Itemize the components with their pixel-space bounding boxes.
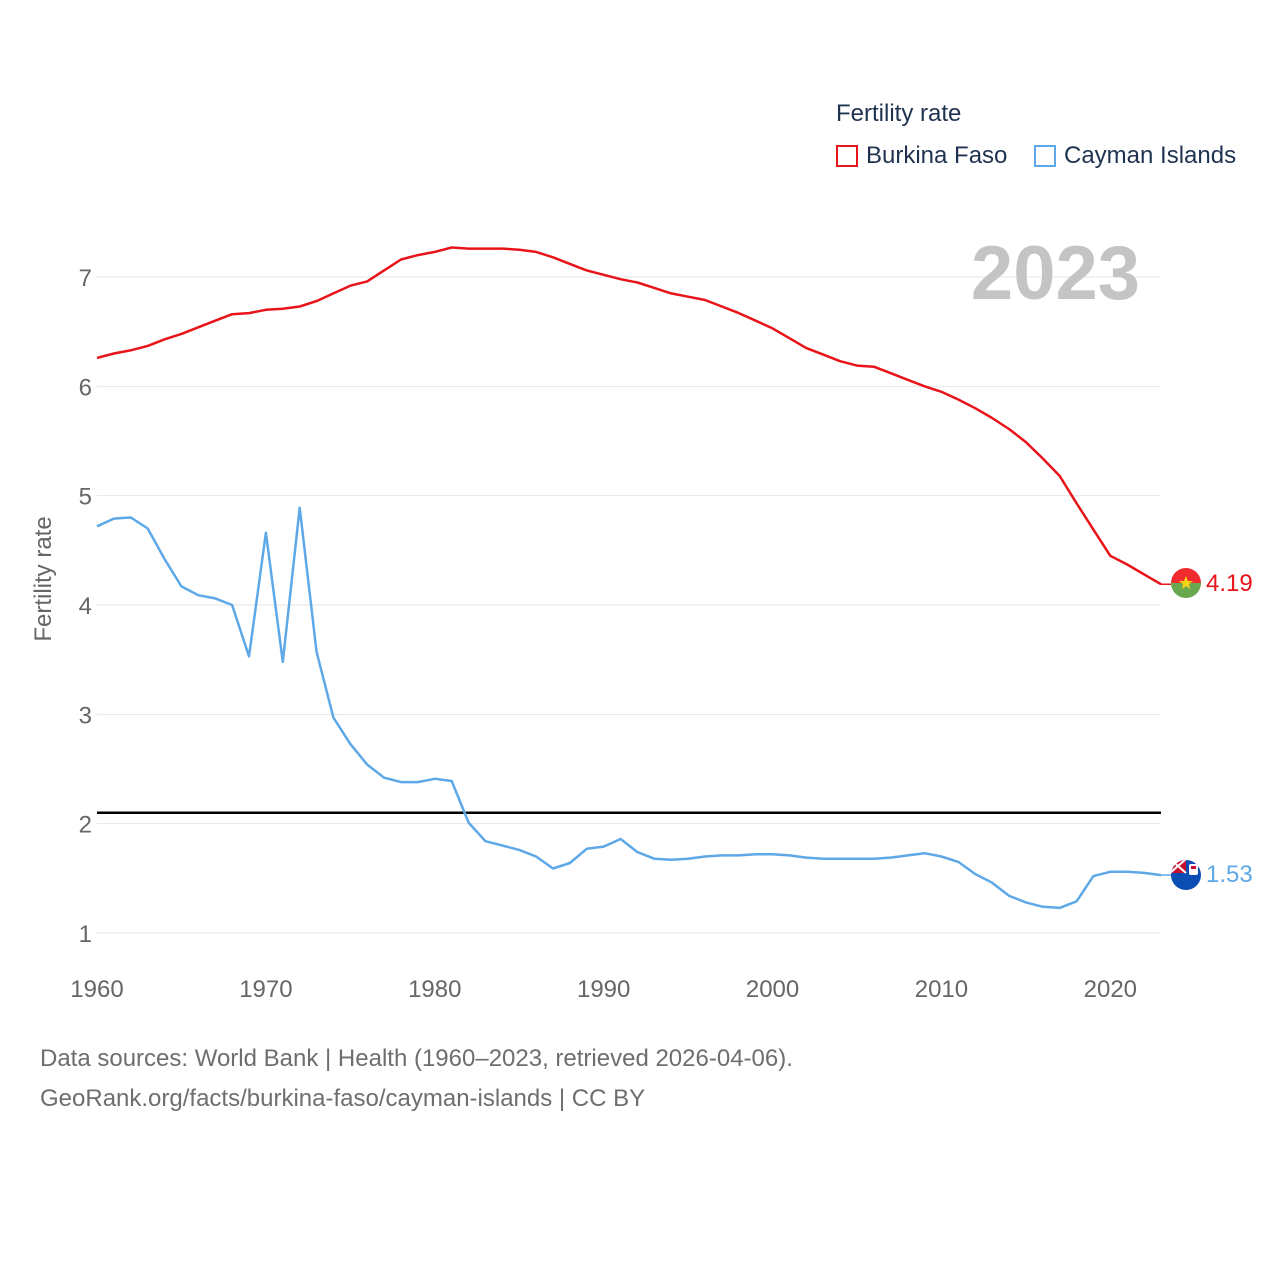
x-tick-label: 1970 bbox=[239, 976, 292, 1003]
series-lines bbox=[96, 246, 1171, 910]
legend-label-cayman-islands: Cayman Islands bbox=[1064, 142, 1237, 169]
footer-sources: Data sources: World Bank | Health (1960–… bbox=[40, 1045, 793, 1072]
y-tick-label: 6 bbox=[79, 374, 92, 401]
x-tick-label: 1990 bbox=[577, 976, 630, 1003]
x-tick-label: 2010 bbox=[915, 976, 968, 1003]
cayman-islands-flag-icon bbox=[1171, 860, 1201, 890]
x-tick-label: 2000 bbox=[746, 976, 799, 1003]
year-watermark: 2023 bbox=[971, 231, 1140, 316]
y-tick-label: 7 bbox=[79, 265, 92, 292]
legend-swatch-burkina-faso bbox=[836, 145, 858, 167]
legend-label-burkina-faso: Burkina Faso bbox=[866, 142, 1008, 169]
series-line-cayman-islands[interactable] bbox=[96, 506, 1162, 910]
cayman-islands-end-value: 1.53 bbox=[1206, 861, 1253, 888]
x-tick-label: 1960 bbox=[70, 976, 123, 1003]
y-tick-label: 1 bbox=[79, 921, 92, 948]
y-tick-label: 4 bbox=[79, 593, 92, 620]
legend-swatch-cayman-islands bbox=[1034, 145, 1056, 167]
x-axis-ticks: 1960 1970 1980 1990 2000 2010 2020 bbox=[70, 976, 1137, 1003]
footer-link[interactable]: GeoRank.org/facts/burkina-faso/cayman-is… bbox=[40, 1085, 646, 1112]
series-line-burkina-faso[interactable] bbox=[96, 246, 1162, 586]
x-tick-label: 1980 bbox=[408, 976, 461, 1003]
burkina-faso-flag-icon bbox=[1171, 568, 1201, 598]
legend-title: Fertility rate bbox=[836, 100, 962, 127]
y-tick-label: 5 bbox=[79, 484, 92, 511]
burkina-faso-end-value: 4.19 bbox=[1206, 570, 1253, 597]
legend-item-cayman-islands[interactable]: Cayman Islands bbox=[1034, 142, 1236, 170]
y-axis-ticks: 1 2 3 4 5 6 7 bbox=[79, 265, 92, 948]
y-tick-label: 3 bbox=[79, 702, 92, 729]
x-tick-label: 2020 bbox=[1084, 976, 1137, 1003]
legend-item-burkina-faso[interactable]: Burkina Faso bbox=[836, 142, 1007, 170]
y-tick-label: 2 bbox=[79, 812, 92, 839]
y-axis-title: Fertility rate bbox=[30, 516, 57, 641]
